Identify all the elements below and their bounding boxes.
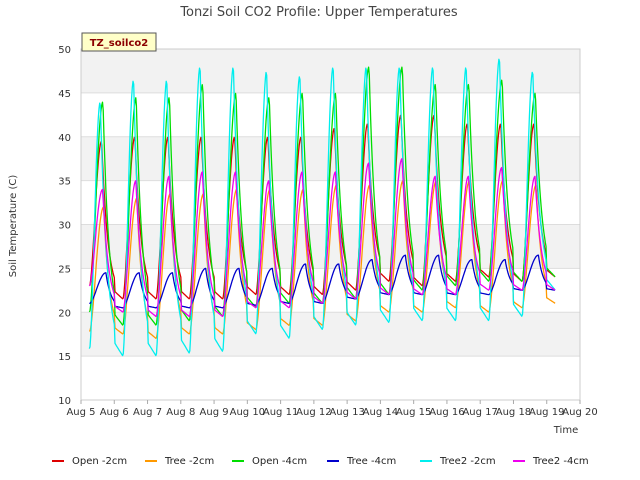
background-band xyxy=(81,356,580,400)
y-tick-label: 20 xyxy=(58,308,71,319)
x-tick-label: Aug 6 xyxy=(100,407,129,418)
legend-label: Tree2 -4cm xyxy=(532,456,589,467)
series-line-tree2-2cm xyxy=(88,58,556,357)
x-tick-label: Aug 16 xyxy=(429,407,464,418)
legend-item: Tree -2cm xyxy=(145,456,214,467)
legend-item: Tree -4cm xyxy=(327,456,396,467)
plot-frame xyxy=(80,48,581,401)
x-tick-label: Aug 20 xyxy=(562,407,597,418)
x-tick-label: Aug 14 xyxy=(363,407,398,418)
x-axis-label: Time xyxy=(553,425,578,436)
y-tick-label: 50 xyxy=(58,45,71,56)
site-badge-box xyxy=(81,32,157,52)
x-tick-label: Aug 7 xyxy=(133,407,162,418)
y-tick-label: 15 xyxy=(58,352,71,363)
site-badge: TZ_soilco2 xyxy=(81,32,157,52)
x-tick-label: Aug 15 xyxy=(396,407,431,418)
x-tick-label: Aug 12 xyxy=(296,407,331,418)
legend-label: Open -4cm xyxy=(252,456,307,467)
y-tick-label: 35 xyxy=(58,177,71,188)
x-tick-label: Aug 18 xyxy=(496,407,531,418)
legend-label: Tree2 -2cm xyxy=(439,456,496,467)
series-line-tree2-4cm xyxy=(88,158,556,318)
legend-item: Tree2 -4cm xyxy=(513,456,589,467)
legend-label: Open -2cm xyxy=(72,456,127,467)
x-tick-label: Aug 13 xyxy=(329,407,364,418)
legend-item: Open -4cm xyxy=(232,456,307,467)
y-axis-label: Soil Temperature (C) xyxy=(8,175,19,278)
x-tick-label: Aug 19 xyxy=(529,407,564,418)
site-badge-text: TZ_soilco2 xyxy=(90,38,149,49)
background-band xyxy=(81,312,580,357)
y-tick-label: 45 xyxy=(58,89,71,100)
background-band xyxy=(81,268,580,313)
y-tick-label: 30 xyxy=(58,221,71,232)
x-tick-label: Aug 11 xyxy=(263,407,298,418)
series-line-open-2cm xyxy=(88,114,556,300)
series-lines xyxy=(88,58,556,357)
legend-label: Tree -4cm xyxy=(346,456,396,467)
x-tick-label: Aug 9 xyxy=(200,407,229,418)
y-tick-label: 25 xyxy=(58,264,71,275)
x-tick-label: Aug 10 xyxy=(230,407,265,418)
legend-label: Tree -2cm xyxy=(164,456,214,467)
y-tick-label: 40 xyxy=(58,133,71,144)
x-tick-label: Aug 5 xyxy=(66,407,95,418)
x-tick-label: Aug 8 xyxy=(166,407,195,418)
y-tick-label: 10 xyxy=(58,396,71,407)
series-line-tree-2cm xyxy=(88,180,556,339)
y-axis-ticks: 10 15 20 25 30 35 40 45 50 xyxy=(58,45,71,407)
legend: Open -2cm Tree -2cm Open -4cm Tree -4cm Tree… xyxy=(52,456,589,467)
x-tick-label: Aug 17 xyxy=(462,407,497,418)
legend-item: Open -2cm xyxy=(52,456,127,467)
legend-item: Tree2 -2cm xyxy=(420,456,496,467)
chart-title: Tonzi Soil CO2 Profile: Upper Temperatur… xyxy=(179,5,458,20)
